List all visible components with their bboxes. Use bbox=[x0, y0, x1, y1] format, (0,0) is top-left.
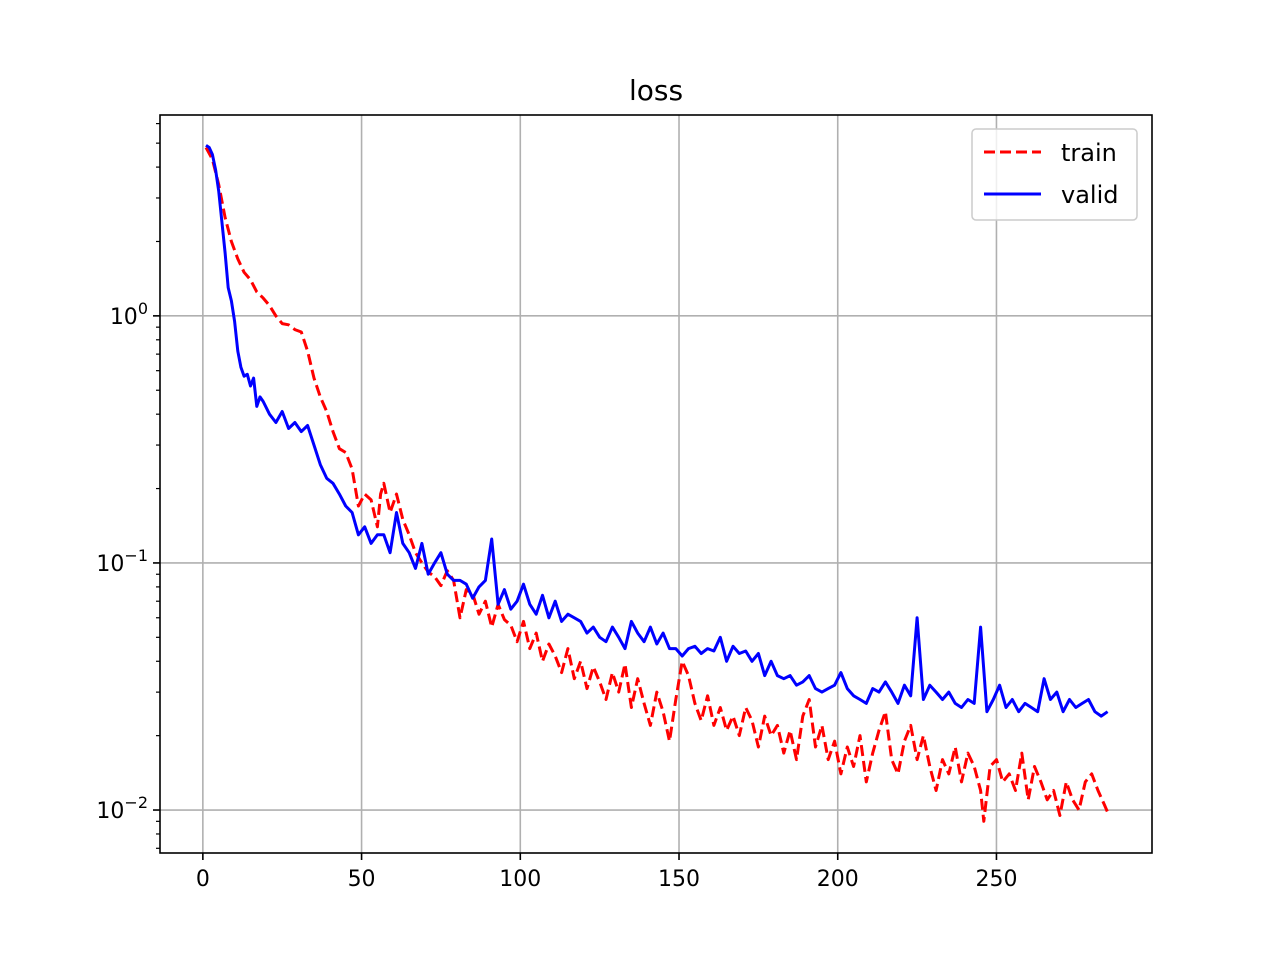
x-tick-label: 100 bbox=[499, 867, 541, 892]
x-tick-label: 200 bbox=[817, 867, 859, 892]
x-tick-label: 0 bbox=[196, 867, 210, 892]
x-tick-label: 50 bbox=[348, 867, 376, 892]
plot-series bbox=[204, 144, 1109, 823]
series-line-valid bbox=[205, 144, 1109, 718]
grid bbox=[160, 115, 1152, 853]
series-line-train bbox=[204, 146, 1109, 823]
y-tick-label: 10−1 bbox=[96, 546, 148, 577]
x-tick-label: 250 bbox=[975, 867, 1017, 892]
legend: train valid bbox=[971, 128, 1138, 221]
legend-box bbox=[971, 128, 1138, 221]
y-tick-label: 100 bbox=[110, 299, 148, 330]
x-tick-label: 150 bbox=[658, 867, 700, 892]
axis-ticks: 0 50 100 150 200 250 100 10−1 10−2 bbox=[96, 122, 1017, 892]
legend-label-valid: valid bbox=[1061, 181, 1118, 209]
y-tick-label: 10−2 bbox=[96, 793, 148, 824]
plot-frame bbox=[159, 114, 1153, 854]
chart-title: loss bbox=[629, 74, 683, 107]
legend-label-train: train bbox=[1061, 139, 1117, 167]
